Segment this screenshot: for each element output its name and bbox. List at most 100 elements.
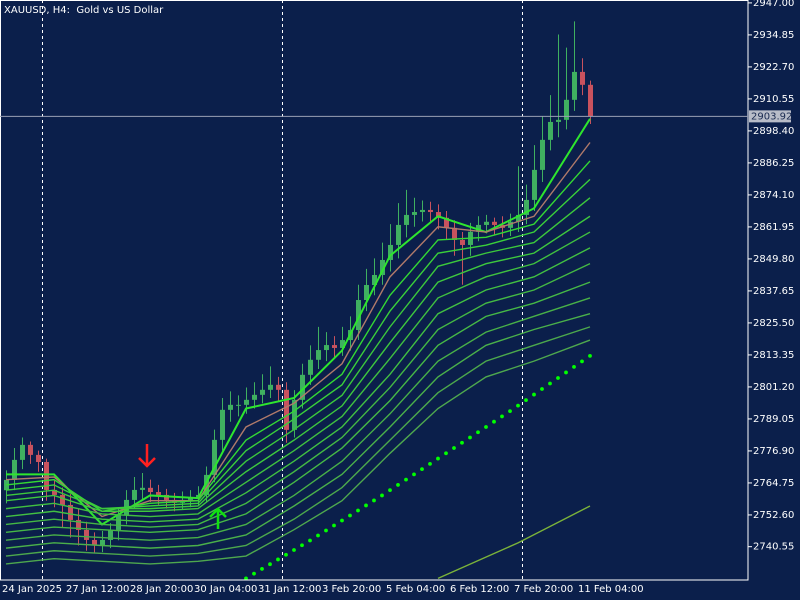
x-tick-label: 11 Feb 04:00 — [578, 584, 644, 595]
candle-body — [380, 259, 385, 275]
indicator-dot — [540, 387, 544, 391]
y-tick-label: 2813.35 — [753, 350, 794, 361]
indicator-dot — [260, 567, 264, 571]
indicator-dot — [244, 576, 248, 581]
indicator-dot — [340, 518, 344, 523]
candle-body — [116, 514, 121, 530]
y-tick-label: 2801.20 — [753, 382, 794, 393]
indicator-dot — [428, 461, 432, 466]
y-tick-label: 2947.00 — [753, 0, 794, 9]
candle-body — [228, 404, 233, 410]
candle-body — [556, 119, 561, 122]
indicator-line — [5, 247, 591, 523]
indicator-dot — [468, 435, 472, 440]
indicator-dot — [268, 562, 272, 567]
candle-body — [36, 454, 41, 462]
indicator-line — [5, 231, 591, 518]
y-tick-label: 2886.25 — [753, 158, 794, 169]
candle-body — [412, 212, 417, 215]
candle-body — [428, 209, 433, 213]
indicator-dot — [500, 414, 504, 419]
candle-body — [436, 212, 441, 218]
indicator-dot — [364, 503, 368, 508]
x-tick-label: 5 Feb 04:00 — [386, 584, 445, 595]
y-tick-label: 2849.80 — [753, 254, 794, 265]
candle-body — [300, 374, 305, 400]
x-tick-label: 28 Jan 20:00 — [130, 584, 193, 595]
indicator-dot — [308, 538, 312, 543]
plot-area — [4, 0, 593, 581]
candle-body — [44, 461, 49, 490]
indicator-dot — [300, 543, 304, 548]
plot-border — [0, 0, 749, 581]
indicator-dot — [356, 508, 360, 513]
indicator-dot — [444, 451, 448, 456]
y-tick-label: 2910.55 — [753, 94, 794, 105]
candle-body — [108, 529, 113, 540]
candle-body — [316, 350, 321, 360]
candle-body — [492, 221, 497, 225]
indicator-dot — [508, 409, 512, 414]
y-tick-label: 2789.05 — [753, 414, 794, 425]
sell-arrow — [138, 444, 156, 468]
indicator-line — [5, 197, 591, 510]
candle-body — [140, 487, 145, 490]
indicator-dot — [564, 370, 568, 375]
indicator-dot — [420, 467, 424, 472]
candle-body — [268, 384, 273, 390]
y-tick-label: 2922.70 — [753, 62, 794, 73]
candle-body — [20, 444, 25, 460]
indicator-dot — [516, 403, 520, 408]
candle-body — [188, 497, 193, 500]
y-tick-label: 2861.95 — [753, 222, 794, 233]
candle-body — [212, 439, 217, 475]
indicator-dot — [476, 430, 480, 435]
candle-body — [100, 539, 105, 545]
candle-body — [308, 359, 313, 375]
candle-body — [236, 404, 241, 406]
y-tick-label: 2898.40 — [753, 126, 794, 137]
x-tick-label: 30 Jan 04:00 — [194, 584, 257, 595]
indicator-dot — [460, 440, 464, 445]
candle-body — [84, 529, 89, 540]
candle-body — [540, 139, 545, 170]
candle-body — [508, 221, 513, 228]
x-tick-label: 3 Feb 20:00 — [322, 584, 381, 595]
indicator-dot — [332, 523, 336, 528]
candle-body — [28, 444, 33, 455]
y-tick-label: 2776.90 — [753, 446, 794, 457]
indicator-dot — [452, 446, 456, 450]
candle-body — [356, 300, 361, 331]
y-tick-label: 2740.55 — [753, 542, 794, 553]
candle-body — [284, 389, 289, 430]
indicator-line — [5, 263, 591, 528]
y-tick-label: 2764.75 — [753, 478, 794, 489]
candle-body — [476, 224, 481, 232]
y-tick-label: 2837.65 — [753, 286, 794, 297]
candle-body — [516, 214, 521, 222]
candle-body — [548, 121, 553, 140]
indicator-dot — [292, 548, 296, 552]
candle-body — [452, 227, 457, 240]
indicator-dot — [484, 425, 488, 429]
candle-body — [204, 474, 209, 495]
indicator-dot — [252, 571, 256, 576]
candle-body — [68, 504, 73, 520]
current-price-label: 2903.92 — [751, 111, 792, 122]
x-tick-label: 6 Feb 12:00 — [450, 584, 509, 595]
candle-body — [244, 399, 249, 405]
indicator-dot — [572, 365, 576, 369]
y-tick-label: 2825.50 — [753, 318, 794, 329]
indicator-dot — [412, 472, 416, 477]
indicator-dot — [316, 533, 320, 538]
indicator-dot — [348, 513, 352, 518]
indicator-dot — [284, 552, 288, 557]
candle-body — [252, 394, 257, 400]
candle-body — [292, 399, 297, 430]
indicator-line — [5, 326, 591, 557]
candle-body — [324, 345, 329, 351]
y-tick-label: 2934.85 — [753, 30, 794, 41]
candle-body — [276, 384, 281, 390]
